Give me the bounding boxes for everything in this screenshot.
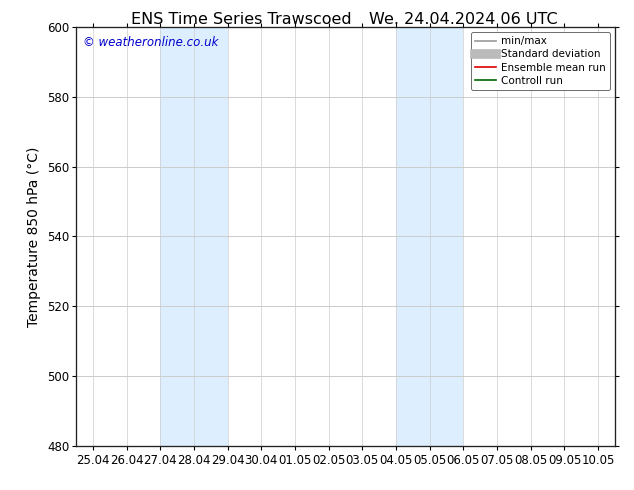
- Bar: [396, 27, 463, 446]
- Text: ENS Time Series Trawscoed: ENS Time Series Trawscoed: [131, 12, 351, 27]
- Legend: min/max, Standard deviation, Ensemble mean run, Controll run: min/max, Standard deviation, Ensemble me…: [470, 32, 610, 90]
- Bar: [160, 27, 228, 446]
- Text: We. 24.04.2024 06 UTC: We. 24.04.2024 06 UTC: [368, 12, 557, 27]
- Y-axis label: Temperature 850 hPa (°C): Temperature 850 hPa (°C): [27, 146, 41, 327]
- Text: © weatheronline.co.uk: © weatheronline.co.uk: [82, 36, 218, 49]
